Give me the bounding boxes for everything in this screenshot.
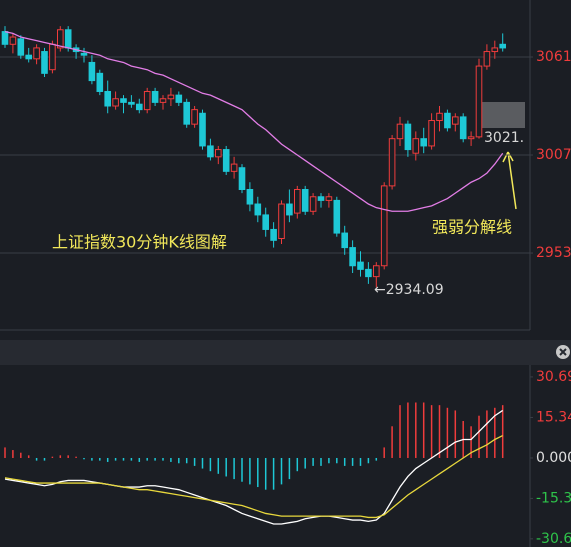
candle-body	[9, 36, 17, 45]
candle-body	[57, 29, 64, 49]
y-tick-label: 3061	[536, 49, 571, 65]
candle-body	[96, 72, 104, 92]
candle-body	[499, 43, 506, 49]
candle-body	[1, 31, 9, 45]
candle-body	[191, 109, 198, 125]
candle-body	[428, 120, 435, 147]
candle-body	[404, 123, 412, 151]
candle-body	[246, 189, 254, 205]
candle-body	[396, 123, 404, 140]
candle-body	[349, 247, 356, 267]
candle-body	[467, 136, 475, 140]
candle-body	[120, 98, 127, 103]
candle-body	[49, 43, 56, 71]
candle-body	[136, 103, 143, 111]
y-tick-label: -15.3	[536, 490, 571, 506]
candle-body	[207, 145, 214, 158]
price-tag-box	[480, 102, 525, 128]
candle-body	[183, 101, 190, 125]
annotation: 强弱分解线	[432, 218, 512, 237]
macd-line	[4, 434, 503, 519]
candle-body	[444, 112, 451, 129]
candle-body	[254, 203, 262, 216]
price-tag: 3021.	[484, 130, 524, 146]
candle-body	[151, 90, 159, 103]
candle-body	[159, 98, 167, 103]
candle-body	[491, 47, 499, 53]
candle-body	[412, 138, 420, 154]
y-tick-label: 3007	[536, 147, 571, 163]
candle-body	[325, 196, 333, 201]
candle-body	[143, 90, 151, 111]
arrow	[502, 151, 517, 210]
ma-line	[4, 30, 504, 212]
candle-body	[104, 90, 112, 107]
candle-body	[88, 61, 96, 82]
candle-body	[80, 52, 88, 56]
candle-body	[373, 265, 380, 278]
candle-body	[309, 196, 317, 212]
candle-body	[17, 38, 25, 56]
candle-body	[33, 47, 40, 60]
panel-separator	[0, 340, 571, 365]
candle-body	[278, 203, 285, 240]
candle-body	[452, 116, 459, 125]
candle-body	[286, 203, 293, 216]
candle-body	[215, 149, 222, 158]
close-button[interactable]	[556, 345, 570, 359]
candle-body	[175, 94, 183, 103]
candle-body	[333, 199, 341, 234]
y-tick-label: 0.000	[536, 450, 571, 466]
macd-line	[4, 409, 504, 525]
candle-body	[230, 163, 238, 172]
candle-body	[222, 149, 230, 172]
low-label: ←2934.09	[374, 282, 444, 298]
candle-body	[357, 261, 364, 270]
candle-body	[365, 268, 372, 278]
candle-body	[420, 138, 427, 147]
candle-body	[128, 101, 135, 105]
y-tick-label: 30.69	[536, 369, 571, 385]
y-tick-label: 15.34	[536, 409, 571, 425]
candle-body	[41, 51, 48, 74]
candle-body	[459, 116, 467, 140]
candle-body	[199, 112, 206, 147]
candle-body	[388, 138, 396, 187]
candle-body	[294, 189, 301, 214]
candle-body	[238, 167, 246, 191]
candle-body	[475, 65, 483, 138]
y-tick-label: -30.6	[536, 531, 571, 547]
candle-body	[317, 196, 325, 201]
candle-body	[380, 185, 388, 267]
close-cross[interactable]	[559, 348, 567, 356]
y-tick-label: 2953	[536, 245, 571, 261]
candle-body	[64, 29, 72, 49]
candle-body	[436, 112, 443, 122]
candle-body	[483, 51, 491, 67]
candle-body	[112, 98, 119, 107]
candle-body	[262, 214, 269, 230]
candle-body	[301, 189, 309, 212]
candle-body	[25, 54, 32, 60]
candle-body	[167, 94, 175, 100]
annotation: 上证指数30分钟K线图解	[52, 233, 227, 252]
candle-body	[341, 232, 348, 249]
candle-body	[270, 228, 277, 241]
